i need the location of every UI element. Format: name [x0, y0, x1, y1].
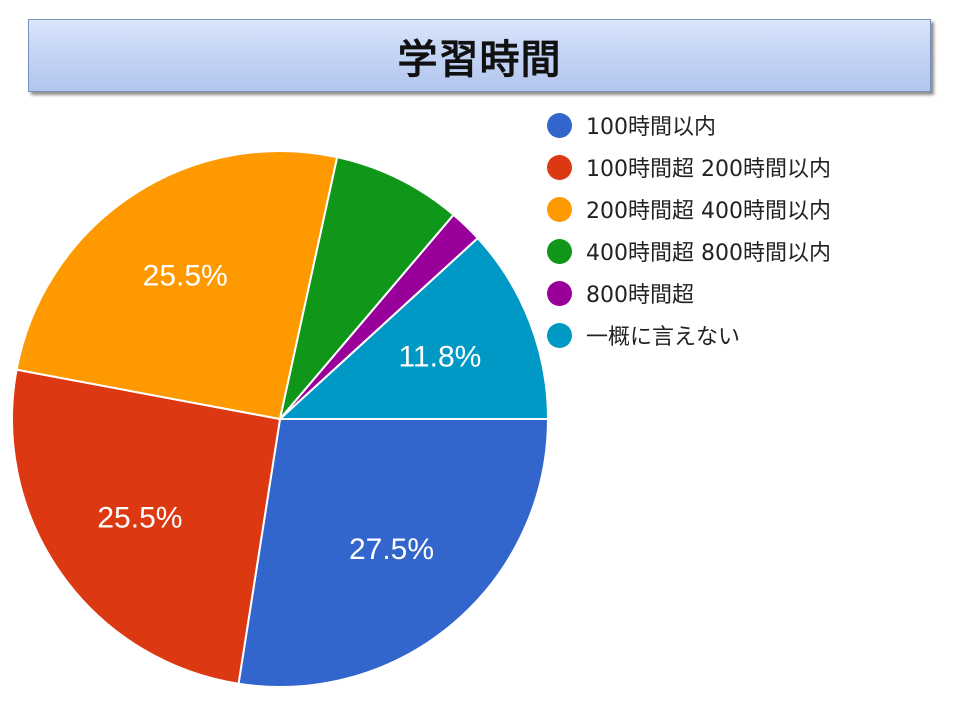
- legend-swatch-0: [547, 112, 572, 138]
- legend-swatch-2: [547, 196, 572, 222]
- title-banner: 学習時間: [28, 19, 931, 92]
- pie-slice-label-1: 25.5%: [97, 502, 182, 535]
- legend-label-3: 400時間超 800時間以内: [586, 241, 831, 266]
- pie-slice-label-5: 11.8%: [398, 340, 481, 373]
- legend-label-2: 200時間超 400時間以内: [586, 199, 831, 224]
- legend-item-2: 200時間超 400時間以内: [547, 188, 947, 230]
- legend-swatch-1: [547, 154, 572, 180]
- chart-legend: 100時間以内 100時間超 200時間以内 200時間超 400時間以内 400時間…: [547, 104, 947, 356]
- legend-item-1: 100時間超 200時間以内: [547, 146, 947, 188]
- pie-slice-2: [15, 150, 339, 421]
- legend-item-0: 100時間以内: [547, 104, 947, 146]
- pie-slice-label-2: 25.5%: [143, 260, 228, 293]
- legend-label-0: 100時間以内: [586, 115, 716, 140]
- legend-swatch-4: [547, 280, 572, 306]
- pie-slice-3: [279, 155, 455, 420]
- legend-swatch-5: [547, 322, 572, 348]
- legend-label-4: 800時間超: [586, 283, 694, 308]
- legend-swatch-3: [547, 238, 572, 264]
- legend-label-1: 100時間超 200時間以内: [586, 157, 831, 182]
- pie-slice-label-0: 27.5%: [349, 533, 434, 566]
- pie-slice-1: [11, 368, 282, 685]
- legend-item-4: 800時間超: [547, 272, 947, 314]
- legend-item-3: 400時間超 800時間以内: [547, 230, 947, 272]
- pie-slice-5: [277, 236, 550, 420]
- legend-item-5: 一概に言えない: [547, 314, 947, 356]
- pie-slice-0: [237, 418, 550, 688]
- legend-label-5: 一概に言えない: [586, 325, 741, 350]
- chart-title: 学習時間: [397, 36, 562, 83]
